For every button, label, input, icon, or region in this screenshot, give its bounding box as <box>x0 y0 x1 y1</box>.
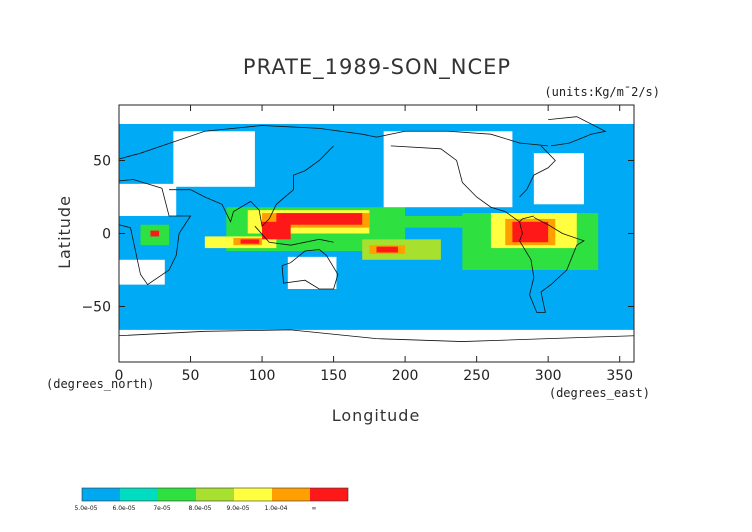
y-unit-label: (degrees_north) <box>46 377 154 391</box>
missing-region-5 <box>287 256 337 289</box>
coastline-10 <box>118 329 635 342</box>
precip-region-13 <box>276 213 363 225</box>
colorbar-label-6: ∞ <box>312 505 317 512</box>
missing-region-2 <box>173 131 255 187</box>
precip-region-0 <box>369 215 484 228</box>
missing-region-1 <box>119 105 634 124</box>
colorbar-label-3: 8.0e-05 <box>188 505 211 512</box>
colorbar-label-1: 6.0e-05 <box>112 505 135 512</box>
x-tick-label-4: 200 <box>392 368 419 384</box>
coastline-3 <box>169 145 334 228</box>
coastlines <box>118 116 635 342</box>
colorbar-label-4: 9.0e-05 <box>226 505 249 512</box>
colorbar-swatch-4 <box>234 488 272 501</box>
x-tick-label-6: 300 <box>535 368 562 384</box>
precip-region-16 <box>512 221 549 243</box>
colorbar-swatch-3 <box>196 488 234 501</box>
y-axis-ticks: 50 0 −50 <box>81 153 634 316</box>
missing-region-0 <box>119 329 634 362</box>
colorbar-swatch-0 <box>82 488 120 501</box>
colorbar-swatch-2 <box>158 488 196 501</box>
coastline-4 <box>281 249 339 290</box>
precip-region-15 <box>240 239 260 244</box>
coastline-2 <box>118 179 192 286</box>
y-tick-label-2: −50 <box>81 300 111 316</box>
colorbar-label-5: 1.0e-04 <box>264 505 287 512</box>
x-tick-label-5: 250 <box>463 368 490 384</box>
x-tick-label-1: 50 <box>182 368 200 384</box>
chart-title: PRATE_1989-SON_NCEP <box>243 55 511 80</box>
coastline-0 <box>118 125 377 160</box>
plot-area <box>118 104 635 363</box>
x-tick-label-2: 100 <box>249 368 276 384</box>
y-tick-label-0: 50 <box>93 153 111 169</box>
colorbar-label-0: 5.0e-05 <box>74 505 97 512</box>
precip-region-17 <box>376 246 398 253</box>
coastline-7 <box>519 217 585 313</box>
colorbar: 5.0e-05 6.0e-05 7e-05 8.0e-05 9.0e-05 1.0e-04… <box>74 487 349 512</box>
coastline-9 <box>548 116 607 147</box>
y-axis-title: Latitude <box>55 195 74 269</box>
x-tick-label-7: 350 <box>606 368 633 384</box>
coastline-1 <box>376 130 549 147</box>
x-tick-label-3: 150 <box>320 368 347 384</box>
x-tick-label-0: 0 <box>115 368 124 384</box>
x-axis-title: Longitude <box>332 406 421 425</box>
precip-region-14 <box>262 221 291 240</box>
x-axis-ticks: 0 50 100 150 200 250 300 350 <box>115 105 633 384</box>
coastline-6 <box>390 145 534 223</box>
colorbar-frame <box>81 487 349 502</box>
missing-region-7 <box>533 153 584 205</box>
missing-region-4 <box>119 259 165 285</box>
x-unit-label: (degrees_east) <box>549 386 650 400</box>
y-tick-label-1: 0 <box>102 227 111 243</box>
precip-region-18 <box>150 230 160 237</box>
colorbar-label-2: 7e-05 <box>153 505 170 512</box>
colorbar-swatch-5 <box>272 488 310 501</box>
coastline-8 <box>519 145 556 198</box>
coastline-5 <box>254 225 334 246</box>
colorbar-swatch-6 <box>310 488 348 501</box>
missing-region-6 <box>383 131 513 208</box>
units-label: (units:Kg/m¯2/s) <box>544 85 660 99</box>
missing-data-field <box>119 105 634 362</box>
colorbar-swatch-1 <box>120 488 158 501</box>
missing-region-3 <box>119 183 177 216</box>
